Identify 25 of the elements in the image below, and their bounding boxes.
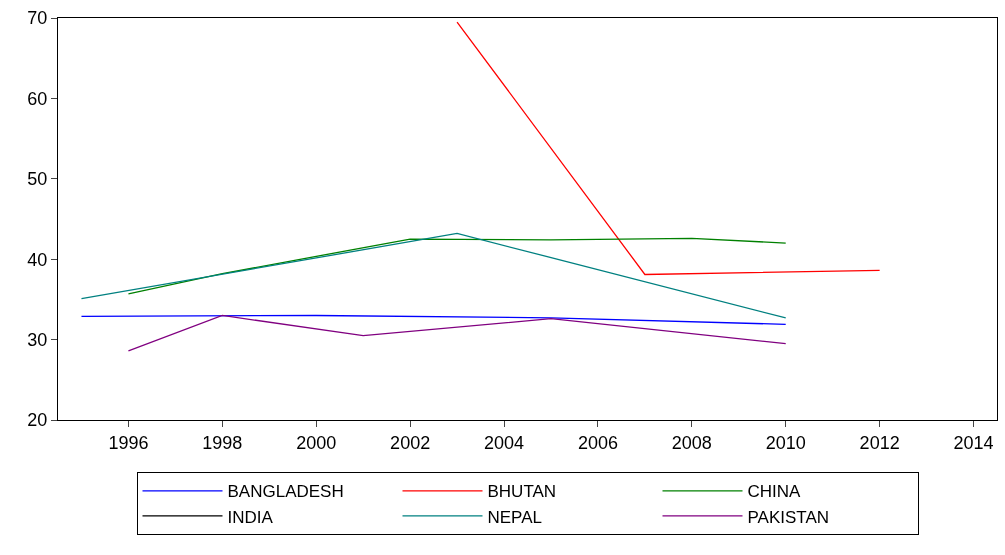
y-tick-label: 40: [27, 249, 48, 270]
y-tick-label: 30: [27, 329, 48, 350]
line-series: [80, 314, 787, 325]
x-tick-label: 2014: [953, 432, 994, 453]
x-tick-label: 2002: [390, 432, 431, 453]
x-tick-label: 2012: [859, 432, 900, 453]
x-tick-label: 2000: [296, 432, 337, 453]
line-series: [127, 314, 787, 352]
line-series: [127, 237, 787, 295]
y-tick-label: 70: [27, 8, 48, 29]
legend-label: BHUTAN: [487, 482, 557, 502]
legend-label: INDIA: [227, 507, 274, 527]
legend-label: PAKISTAN: [747, 507, 830, 527]
y-tick-label: 50: [27, 169, 48, 190]
x-tick-label: 1998: [202, 432, 243, 453]
y-tick-label: 60: [27, 88, 48, 109]
legend-label: NEPAL: [487, 507, 542, 527]
legend-label: CHINA: [747, 482, 802, 502]
x-tick-label: 2008: [671, 432, 712, 453]
legend-label: BANGLADESH: [227, 482, 344, 502]
x-tick-label: 1996: [108, 432, 149, 453]
x-tick-label: 2004: [484, 432, 525, 453]
x-tick-label: 2006: [577, 432, 618, 453]
x-tick-label: 2010: [765, 432, 806, 453]
y-tick-label: 20: [27, 410, 48, 431]
